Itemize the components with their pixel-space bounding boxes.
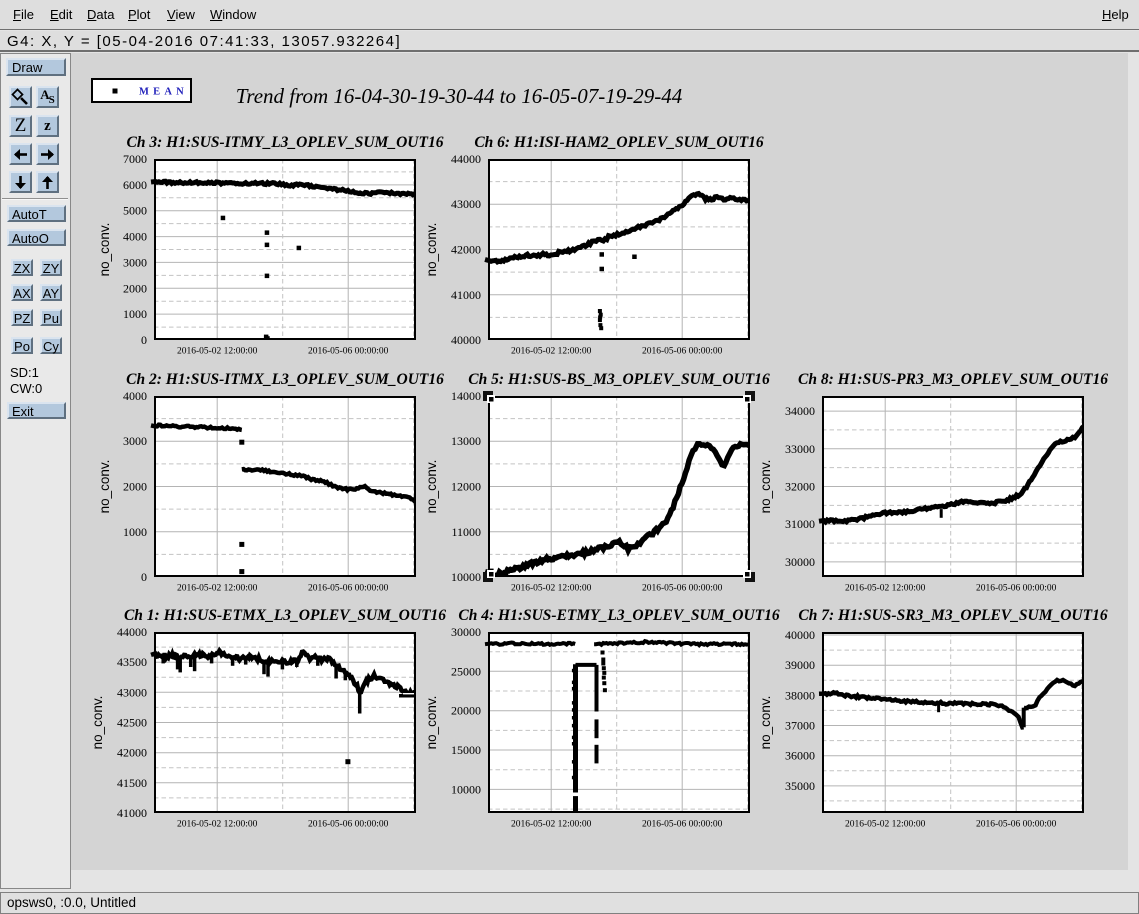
svg-text:2016-05-02 12:00:00: 2016-05-02 12:00:00: [845, 820, 926, 830]
svg-text:2016-05-02 12:00:00: 2016-05-02 12:00:00: [511, 347, 592, 357]
svg-text:43500: 43500: [117, 655, 147, 669]
svg-text:Ch 2: H1:SUS-ITMX_L3_OPLEV_SUM: Ch 2: H1:SUS-ITMX_L3_OPLEV_SUM_OUT16: [126, 371, 444, 388]
svg-text:35000: 35000: [785, 779, 815, 793]
svg-text:1000: 1000: [123, 525, 147, 539]
svg-text:2016-05-02 12:00:00: 2016-05-02 12:00:00: [511, 820, 592, 830]
svg-text:32000: 32000: [785, 480, 815, 494]
svg-text:2016-05-02 12:00:00: 2016-05-02 12:00:00: [177, 347, 258, 357]
svg-text:no_conv.: no_conv.: [758, 696, 773, 750]
svg-text:5000: 5000: [123, 204, 147, 218]
svg-text:25000: 25000: [451, 664, 481, 678]
svg-text:2016-05-06 00:00:00: 2016-05-06 00:00:00: [642, 584, 723, 594]
svg-text:2016-05-02 12:00:00: 2016-05-02 12:00:00: [511, 584, 592, 594]
svg-text:36000: 36000: [785, 749, 815, 763]
svg-text:Ch 8: H1:SUS-PR3_M3_OPLEV_SUM_: Ch 8: H1:SUS-PR3_M3_OPLEV_SUM_OUT16: [798, 371, 1108, 388]
svg-text:14000: 14000: [451, 389, 481, 403]
svg-text:41500: 41500: [117, 776, 147, 790]
svg-text:20000: 20000: [451, 704, 481, 718]
svg-text:no_conv.: no_conv.: [424, 223, 439, 277]
svg-text:2016-05-02 12:00:00: 2016-05-02 12:00:00: [177, 820, 258, 830]
svg-text:13000: 13000: [451, 434, 481, 448]
svg-text:2016-05-06 00:00:00: 2016-05-06 00:00:00: [976, 584, 1057, 594]
svg-text:41000: 41000: [451, 288, 481, 302]
svg-text:30000: 30000: [451, 625, 481, 639]
svg-text:10000: 10000: [451, 782, 481, 796]
svg-text:no_conv.: no_conv.: [424, 460, 439, 514]
svg-text:10000: 10000: [451, 570, 481, 584]
svg-text:33000: 33000: [785, 442, 815, 456]
svg-text:12000: 12000: [451, 480, 481, 494]
svg-text:39000: 39000: [785, 658, 815, 672]
svg-text:0: 0: [141, 333, 147, 347]
svg-text:15000: 15000: [451, 743, 481, 757]
svg-text:44000: 44000: [117, 625, 147, 639]
svg-text:37000: 37000: [785, 719, 815, 733]
svg-text:4000: 4000: [123, 230, 147, 244]
svg-text:43000: 43000: [451, 197, 481, 211]
svg-text:2016-05-02 12:00:00: 2016-05-02 12:00:00: [177, 584, 258, 594]
svg-text:42000: 42000: [117, 746, 147, 760]
svg-text:3000: 3000: [123, 255, 147, 269]
svg-text:no_conv.: no_conv.: [90, 696, 105, 750]
svg-text:2000: 2000: [123, 480, 147, 494]
svg-text:0: 0: [141, 570, 147, 584]
svg-text:42000: 42000: [451, 243, 481, 257]
svg-text:7000: 7000: [123, 152, 147, 166]
svg-text:40000: 40000: [451, 333, 481, 347]
svg-text:2016-05-02 12:00:00: 2016-05-02 12:00:00: [845, 584, 926, 594]
svg-text:6000: 6000: [123, 178, 147, 192]
svg-text:44000: 44000: [451, 152, 481, 166]
svg-text:Trend from 16-04-30-19-30-44 t: Trend from 16-04-30-19-30-44 to 16-05-07…: [236, 84, 683, 108]
svg-text:1000: 1000: [123, 307, 147, 321]
svg-text:2016-05-06 00:00:00: 2016-05-06 00:00:00: [642, 347, 723, 357]
svg-text:40000: 40000: [785, 628, 815, 642]
svg-text:Ch 5: H1:SUS-BS_M3_OPLEV_SUM_O: Ch 5: H1:SUS-BS_M3_OPLEV_SUM_OUT16: [468, 371, 770, 388]
svg-text:2016-05-06 00:00:00: 2016-05-06 00:00:00: [976, 820, 1057, 830]
svg-text:34000: 34000: [785, 404, 815, 418]
svg-text:3000: 3000: [123, 434, 147, 448]
svg-text:2016-05-06 00:00:00: 2016-05-06 00:00:00: [308, 347, 389, 357]
svg-text:43000: 43000: [117, 685, 147, 699]
svg-text:31000: 31000: [785, 517, 815, 531]
svg-text:11000: 11000: [451, 525, 481, 539]
svg-text:42500: 42500: [117, 716, 147, 730]
svg-text:Ch 1: H1:SUS-ETMX_L3_OPLEV_SUM: Ch 1: H1:SUS-ETMX_L3_OPLEV_SUM_OUT16: [124, 607, 446, 624]
svg-text:Ch 3: H1:SUS-ITMY_L3_OPLEV_SUM: Ch 3: H1:SUS-ITMY_L3_OPLEV_SUM_OUT16: [127, 134, 444, 151]
svg-text:no_conv.: no_conv.: [424, 696, 439, 750]
svg-text:Ch 6: H1:ISI-HAM2_OPLEV_SUM_OU: Ch 6: H1:ISI-HAM2_OPLEV_SUM_OUT16: [474, 134, 764, 151]
svg-text:MEAN: MEAN: [139, 87, 188, 98]
svg-text:2016-05-06 00:00:00: 2016-05-06 00:00:00: [642, 820, 723, 830]
svg-text:Ch 4: H1:SUS-ETMY_L3_OPLEV_SUM: Ch 4: H1:SUS-ETMY_L3_OPLEV_SUM_OUT16: [458, 607, 779, 624]
svg-text:2000: 2000: [123, 281, 147, 295]
svg-text:no_conv.: no_conv.: [758, 460, 773, 514]
svg-text:no_conv.: no_conv.: [97, 460, 112, 514]
svg-text:38000: 38000: [785, 688, 815, 702]
svg-text:2016-05-06 00:00:00: 2016-05-06 00:00:00: [308, 584, 389, 594]
svg-text:Ch 7: H1:SUS-SR3_M3_OPLEV_SUM_: Ch 7: H1:SUS-SR3_M3_OPLEV_SUM_OUT16: [798, 607, 1107, 624]
svg-text:30000: 30000: [785, 555, 815, 569]
svg-text:2016-05-06 00:00:00: 2016-05-06 00:00:00: [308, 820, 389, 830]
svg-text:4000: 4000: [123, 389, 147, 403]
svg-text:no_conv.: no_conv.: [97, 223, 112, 277]
svg-text:41000: 41000: [117, 806, 147, 820]
